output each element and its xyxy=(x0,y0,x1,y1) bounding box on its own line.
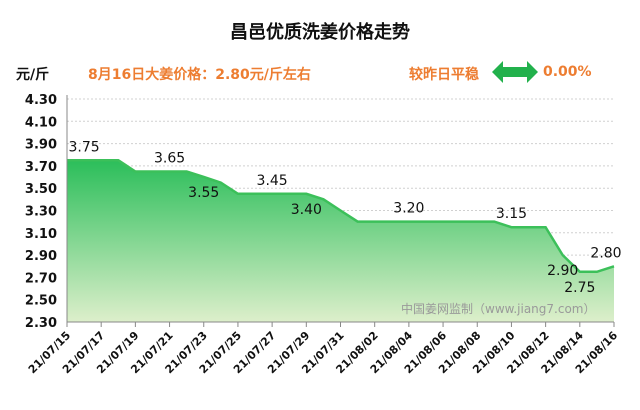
y-tick-label: 2.70 xyxy=(25,271,57,286)
area-fill xyxy=(67,160,614,322)
change-value: 0.00% xyxy=(543,64,592,80)
y-tick-label: 2.90 xyxy=(25,249,57,264)
data-label: 3.20 xyxy=(393,201,424,217)
price-line xyxy=(67,159,615,274)
data-label: 3.55 xyxy=(188,185,219,201)
y-tick-label: 4.30 xyxy=(25,93,57,108)
watermark: 中国姜网监制（www.jiang7.com） xyxy=(401,301,595,316)
y-tick-label: 2.50 xyxy=(25,294,57,309)
y-axis-unit: 元/斤 xyxy=(16,67,50,83)
chart-title: 昌邑优质洗姜价格走势 xyxy=(230,22,410,43)
double-arrow-icon xyxy=(492,61,538,83)
y-tick-label: 4.10 xyxy=(25,115,57,130)
y-axis-ticks: 4.30 4.10 3.90 3.70 3.50 3.30 3.10 2.90 2.70 2.50… xyxy=(25,93,57,331)
data-label: 3.65 xyxy=(154,150,185,166)
data-label: 2.80 xyxy=(590,245,621,261)
price-note: 8月16日大姜价格：2.80元/斤左右 xyxy=(88,67,311,83)
data-label: 2.90 xyxy=(547,263,578,279)
y-tick-label: 3.70 xyxy=(25,160,57,175)
change-label: 较昨日平稳 xyxy=(409,67,479,83)
price-area xyxy=(67,159,615,322)
y-tick-label: 3.90 xyxy=(25,138,57,153)
y-tick-label: 3.10 xyxy=(25,227,57,242)
y-tick-label: 3.30 xyxy=(25,205,57,220)
y-tick-label: 3.50 xyxy=(25,182,57,197)
data-label: 3.75 xyxy=(69,139,100,155)
x-axis-ticks: 21/07/1521/07/1721/07/1921/07/2121/07/23… xyxy=(26,322,620,376)
data-labels: 3.75 3.65 3.55 3.453.40 3.20 3.15 2.902.75 2.80 xyxy=(69,139,622,296)
data-label: 2.75 xyxy=(564,280,595,296)
data-label: 3.15 xyxy=(496,206,527,222)
y-tick-label: 2.30 xyxy=(25,316,57,331)
data-label: 3.45 xyxy=(257,173,288,189)
data-label: 3.40 xyxy=(291,202,322,218)
